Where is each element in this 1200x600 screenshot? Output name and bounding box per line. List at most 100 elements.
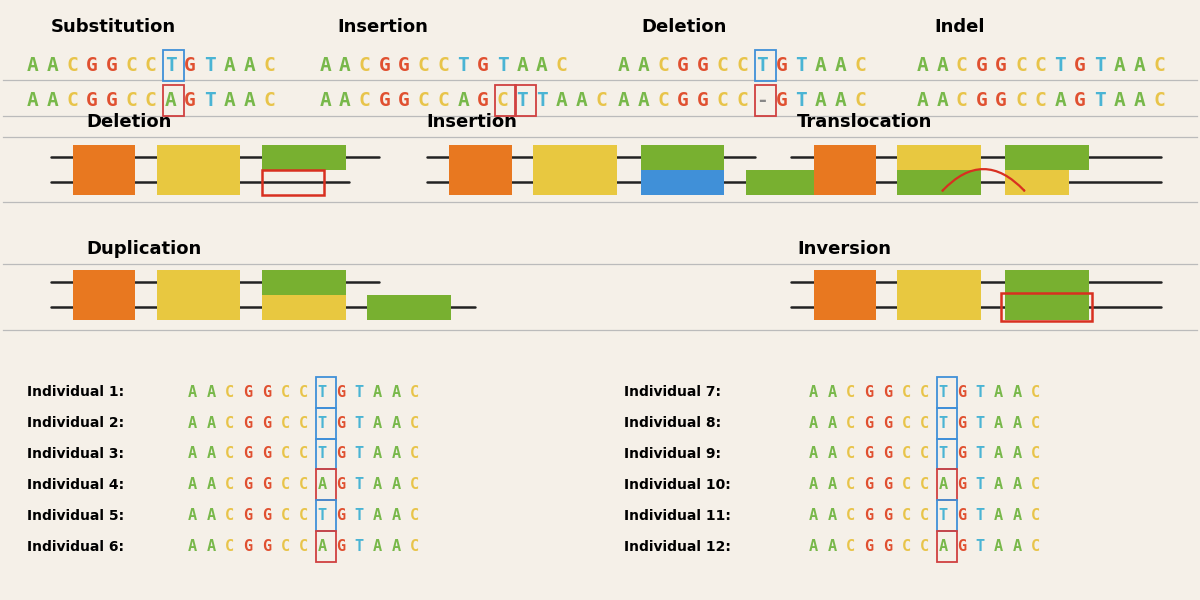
Text: C: C <box>901 478 911 493</box>
Text: A: A <box>815 56 827 74</box>
Text: C: C <box>556 56 568 74</box>
Text: C: C <box>145 56 157 74</box>
Text: Individual 2:: Individual 2: <box>26 416 124 430</box>
Text: C: C <box>66 56 78 74</box>
FancyBboxPatch shape <box>157 269 240 295</box>
Text: C: C <box>299 478 308 493</box>
Text: A: A <box>206 416 216 431</box>
Text: A: A <box>1013 539 1022 554</box>
Text: C: C <box>1031 416 1040 431</box>
Text: T: T <box>318 385 326 400</box>
Text: A: A <box>936 91 948 110</box>
Text: A: A <box>828 508 836 523</box>
Text: G: G <box>336 416 346 431</box>
Text: A: A <box>994 508 1003 523</box>
Text: A: A <box>994 539 1003 554</box>
Text: G: G <box>864 478 874 493</box>
Text: A: A <box>637 56 649 74</box>
Text: C: C <box>854 56 866 74</box>
Text: C: C <box>438 91 449 110</box>
Text: T: T <box>354 416 364 431</box>
Text: T: T <box>354 385 364 400</box>
FancyArrowPatch shape <box>943 169 1025 191</box>
Text: C: C <box>281 416 289 431</box>
Text: C: C <box>125 91 137 110</box>
Text: A: A <box>206 478 216 493</box>
Text: G: G <box>336 478 346 493</box>
Text: G: G <box>775 91 787 110</box>
Text: A: A <box>938 478 948 493</box>
Text: T: T <box>938 416 948 431</box>
Text: C: C <box>438 56 449 74</box>
Text: A: A <box>206 385 216 400</box>
Text: C: C <box>1015 91 1027 110</box>
Text: T: T <box>976 508 985 523</box>
Text: C: C <box>854 91 866 110</box>
Text: C: C <box>901 416 911 431</box>
Text: T: T <box>516 91 528 110</box>
Text: C: C <box>281 446 289 461</box>
Text: G: G <box>883 508 893 523</box>
Text: Individual 4:: Individual 4: <box>26 478 124 492</box>
Text: A: A <box>637 91 649 110</box>
FancyBboxPatch shape <box>814 170 876 195</box>
Text: G: G <box>336 385 346 400</box>
Text: G: G <box>883 446 893 461</box>
Text: G: G <box>958 478 966 493</box>
FancyBboxPatch shape <box>450 170 511 195</box>
Text: A: A <box>1013 446 1022 461</box>
Text: G: G <box>476 91 488 110</box>
Text: C: C <box>224 416 234 431</box>
Text: G: G <box>106 56 118 74</box>
Text: G: G <box>995 56 1007 74</box>
Text: Individual 1:: Individual 1: <box>26 385 124 399</box>
Text: A: A <box>319 56 331 74</box>
Text: A: A <box>1114 91 1126 110</box>
Text: T: T <box>536 91 548 110</box>
Text: G: G <box>185 56 196 74</box>
FancyBboxPatch shape <box>533 170 617 195</box>
Text: T: T <box>497 56 509 74</box>
Text: G: G <box>883 416 893 431</box>
Text: G: G <box>378 56 390 74</box>
Text: G: G <box>336 508 346 523</box>
Text: C: C <box>846 446 856 461</box>
Text: A: A <box>809 385 818 400</box>
Text: C: C <box>359 91 371 110</box>
Text: T: T <box>976 478 985 493</box>
Text: C: C <box>658 56 670 74</box>
Text: C: C <box>846 385 856 400</box>
Text: G: G <box>958 446 966 461</box>
Text: A: A <box>618 91 630 110</box>
FancyBboxPatch shape <box>1004 170 1069 195</box>
Text: T: T <box>318 446 326 461</box>
Text: C: C <box>263 91 275 110</box>
Text: T: T <box>976 385 985 400</box>
Text: C: C <box>920 478 929 493</box>
Text: Individual 12:: Individual 12: <box>624 539 731 554</box>
Text: C: C <box>846 416 856 431</box>
Text: A: A <box>318 478 326 493</box>
Text: A: A <box>206 446 216 461</box>
Text: C: C <box>736 91 748 110</box>
Text: Duplication: Duplication <box>86 241 202 259</box>
Text: A: A <box>994 478 1003 493</box>
Text: T: T <box>938 446 948 461</box>
Text: G: G <box>244 446 252 461</box>
Text: A: A <box>828 539 836 554</box>
FancyBboxPatch shape <box>898 295 982 320</box>
Text: T: T <box>796 91 808 110</box>
FancyBboxPatch shape <box>814 269 876 295</box>
Text: C: C <box>145 91 157 110</box>
Text: C: C <box>281 539 289 554</box>
Text: G: G <box>864 416 874 431</box>
Text: T: T <box>796 56 808 74</box>
Text: C: C <box>410 539 419 554</box>
FancyBboxPatch shape <box>641 145 725 170</box>
Text: G: G <box>677 91 689 110</box>
Text: C: C <box>1031 539 1040 554</box>
Text: G: G <box>883 478 893 493</box>
Text: A: A <box>809 478 818 493</box>
Text: G: G <box>398 91 410 110</box>
Text: C: C <box>1031 446 1040 461</box>
